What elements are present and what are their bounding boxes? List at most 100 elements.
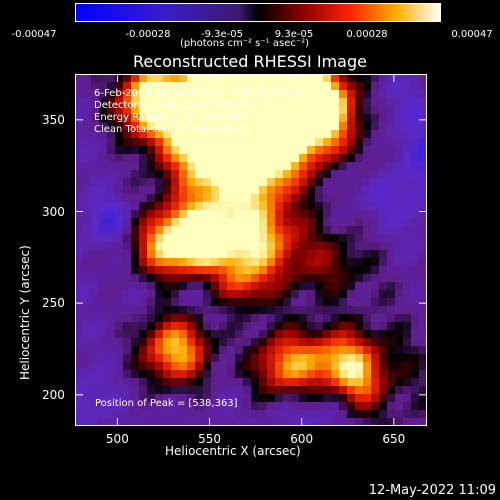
heatmap-cell — [403, 418, 412, 426]
heatmap-cell — [379, 138, 388, 147]
heatmap-cell — [211, 90, 220, 99]
heatmap-cell — [259, 210, 268, 219]
heatmap-cell — [275, 346, 284, 355]
heatmap-cell — [155, 114, 164, 123]
heatmap-cell — [131, 146, 140, 155]
heatmap-cell — [91, 346, 100, 355]
heatmap-cell — [195, 178, 204, 187]
heatmap-cell — [147, 290, 156, 299]
heatmap-cell — [259, 162, 268, 171]
heatmap-cell — [331, 306, 340, 315]
heatmap-cell — [307, 122, 316, 131]
heatmap-cell — [219, 410, 228, 419]
heatmap-cell — [355, 322, 364, 331]
heatmap-cell — [203, 74, 212, 83]
y-tick-label: 300 — [42, 204, 65, 219]
heatmap-cell — [211, 386, 220, 395]
heatmap-cell — [259, 250, 268, 259]
heatmap-cell — [331, 330, 340, 339]
heatmap-cell — [323, 186, 332, 195]
heatmap-cell — [163, 346, 172, 355]
heatmap-cell — [275, 226, 284, 235]
heatmap-cell — [315, 282, 324, 291]
heatmap-cell — [323, 202, 332, 211]
heatmap-cell — [139, 202, 148, 211]
heatmap-cell — [179, 418, 188, 426]
heatmap-cell — [379, 346, 388, 355]
heatmap-cell — [179, 82, 188, 91]
heatmap-cell — [251, 170, 260, 179]
heatmap-cell — [131, 298, 140, 307]
heatmap-cell — [403, 170, 412, 179]
heatmap-cell — [75, 266, 84, 275]
heatmap-cell — [211, 242, 220, 251]
heatmap-cell — [411, 90, 420, 99]
heatmap-cell — [83, 138, 92, 147]
heatmap-cell — [299, 362, 308, 371]
heatmap-cell — [203, 330, 212, 339]
heatmap-cell — [355, 82, 364, 91]
heatmap-cell — [379, 186, 388, 195]
heatmap-cell — [339, 178, 348, 187]
heatmap-cell — [243, 314, 252, 323]
heatmap-cell — [187, 210, 196, 219]
heatmap-cell — [115, 266, 124, 275]
heatmap-cell — [227, 226, 236, 235]
heatmap-cell — [179, 266, 188, 275]
heatmap-cell — [155, 186, 164, 195]
heatmap-cell — [203, 378, 212, 387]
heatmap-cell — [411, 370, 420, 379]
heatmap-cell — [131, 418, 140, 426]
heatmap-cell — [299, 282, 308, 291]
heatmap-cell — [107, 314, 116, 323]
heatmap-cell — [115, 346, 124, 355]
heatmap-cell — [251, 90, 260, 99]
heatmap-cell — [115, 250, 124, 259]
heatmap-cell — [419, 290, 427, 299]
heatmap-cell — [419, 258, 427, 267]
heatmap-cell — [331, 290, 340, 299]
heatmap-cell — [339, 74, 348, 83]
heatmap-cell — [219, 202, 228, 211]
heatmap-cell — [387, 274, 396, 283]
heatmap-cell — [355, 98, 364, 107]
heatmap-cell — [227, 410, 236, 419]
heatmap-cell — [339, 130, 348, 139]
heatmap-cell — [163, 138, 172, 147]
heatmap-cell — [115, 418, 124, 426]
heatmap-cell — [243, 306, 252, 315]
heatmap-cell — [99, 322, 108, 331]
heatmap-cell — [395, 242, 404, 251]
heatmap-cell — [371, 378, 380, 387]
heatmap-cell — [219, 130, 228, 139]
heatmap-cell — [347, 290, 356, 299]
heatmap-cell — [307, 82, 316, 91]
heatmap-cell — [163, 338, 172, 347]
heatmap-cell — [307, 362, 316, 371]
heatmap-cell — [347, 258, 356, 267]
heatmap-cell — [147, 402, 156, 411]
heatmap-cell — [195, 82, 204, 91]
heatmap-cell — [219, 306, 228, 315]
heatmap-cell — [291, 186, 300, 195]
heatmap-cell — [371, 226, 380, 235]
heatmap-cell — [251, 250, 260, 259]
heatmap-cell — [227, 210, 236, 219]
heatmap-cell — [179, 314, 188, 323]
heatmap-cell — [179, 258, 188, 267]
heatmap-cell — [403, 314, 412, 323]
heatmap-cell — [75, 394, 84, 403]
heatmap-cell — [259, 362, 268, 371]
heatmap-cell — [371, 114, 380, 123]
heatmap-cell — [291, 306, 300, 315]
heatmap-cell — [219, 282, 228, 291]
heatmap-cell — [75, 258, 84, 267]
heatmap-cell — [227, 250, 236, 259]
heatmap-cell — [99, 410, 108, 419]
heatmap-cell — [323, 226, 332, 235]
heatmap-cell — [91, 98, 100, 107]
heatmap-cell — [203, 226, 212, 235]
heatmap-cell — [219, 226, 228, 235]
heatmap-cell — [315, 346, 324, 355]
heatmap-cell — [131, 386, 140, 395]
